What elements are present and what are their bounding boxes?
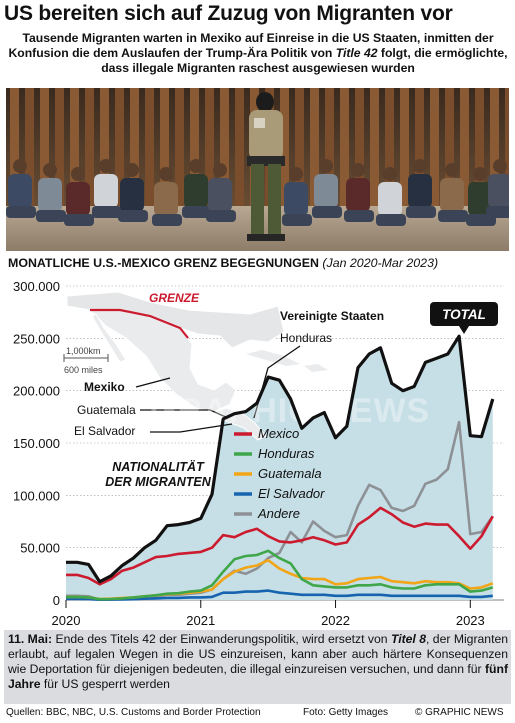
legend-label-andere: Andere xyxy=(257,506,300,521)
footer-part1: Ende des Titels 42 der Einwanderungspoli… xyxy=(55,632,388,646)
chart-title-main: MONATLICHE U.S.-MEXICO GRENZ BEGEGNUNGEN xyxy=(8,256,319,270)
map-leader-lines xyxy=(135,345,301,433)
migrants-group xyxy=(6,159,509,226)
migrant-figure xyxy=(64,167,94,226)
y-tick-label: 250.000 xyxy=(13,331,60,346)
migrant-figure xyxy=(486,159,509,218)
y-tick-label: 50.000 xyxy=(20,541,60,556)
total-line xyxy=(66,334,495,584)
map-honduras-label: Honduras xyxy=(280,331,332,345)
map-border-label: GRENZE xyxy=(149,291,200,305)
total-area xyxy=(66,336,493,600)
legend: NATIONALITÄT DER MIGRANTEN Mexico Hondura… xyxy=(105,426,325,521)
legend-title-line2: DER MIGRANTEN xyxy=(105,475,212,489)
migrant-figure xyxy=(438,163,468,222)
y-tick-label: 150.000 xyxy=(13,436,60,451)
subtitle: Tausende Migranten warten in Mexiko auf … xyxy=(4,31,512,76)
migrant-figure xyxy=(206,163,236,222)
migrant-figure xyxy=(344,163,374,222)
legend-items: Mexico Honduras Guatemala El Salvador Andere xyxy=(234,426,325,521)
photo-credit: Foto: Getty Images xyxy=(303,707,389,718)
migrant-figure xyxy=(152,167,182,226)
border-encounters-chart: 0 50.000 100.000 150.000 200.000 250.000 300.0… xyxy=(13,279,504,628)
map-border-line xyxy=(90,308,189,339)
map-scale-miles: 600 miles xyxy=(64,365,103,375)
subtitle-text: Tausende Migranten warten in Mexiko auf … xyxy=(8,31,494,60)
inset-map: 1,000km 600 miles GRENZE Vereinigte Staa… xyxy=(63,291,384,441)
border-agent xyxy=(247,92,285,241)
y-tick-label: 0 xyxy=(53,593,60,608)
map-cuba xyxy=(246,350,300,366)
y-tick-label: 300.000 xyxy=(13,279,60,294)
migrant-figure xyxy=(36,163,66,222)
photo-border-patrol xyxy=(6,88,509,251)
footer-date: 11. Mai: xyxy=(8,632,53,646)
total-label: TOTAL xyxy=(442,307,486,322)
map-baja-california xyxy=(91,313,127,363)
x-tick-label: 2022 xyxy=(321,613,350,628)
y-tick-label: 100.000 xyxy=(13,488,60,503)
x-tick-label: 2020 xyxy=(52,613,81,628)
map-elsalvador-label: El Salvador xyxy=(74,424,135,438)
footer-part2: , der Migranten erlaubt, auf legalen Weg… xyxy=(8,632,509,676)
map-mexico-label: Mexiko xyxy=(84,380,125,394)
map-hispaniola xyxy=(304,364,328,372)
footer-years: fünf Jahre xyxy=(8,662,509,691)
footer-box xyxy=(4,630,511,704)
map-guatemala-label: Guatemala xyxy=(77,403,136,417)
chart-title: MONATLICHE U.S.-MEXICO GRENZ BEGEGNUNGEN… xyxy=(8,256,438,270)
series-line-mexico xyxy=(66,506,494,586)
legend-label-honduras: Honduras xyxy=(258,446,315,461)
migrant-figure xyxy=(376,167,406,226)
map-scale-km: 1,000km xyxy=(66,346,101,356)
total-callout: TOTAL xyxy=(430,302,498,334)
legend-label-mexico: Mexico xyxy=(258,426,299,441)
sources: Quellen: BBC, NBC, U.S. Customs and Bord… xyxy=(6,707,261,718)
y-axis-ticks: 0 50.000 100.000 150.000 200.000 250.000 300.0… xyxy=(13,279,60,608)
legend-label-guatemala: Guatemala xyxy=(258,466,322,481)
migrant-figure xyxy=(406,159,436,218)
migrant-figure xyxy=(6,159,36,218)
migrant-figure xyxy=(282,167,312,226)
migrant-figure xyxy=(118,163,148,222)
footer-part3: für US gesperrt werden xyxy=(43,677,170,691)
x-axis-ticks: 2020 2021 2022 2023 xyxy=(52,600,485,628)
subtitle-title42: Title 42 xyxy=(335,46,378,60)
y-tick-label: 200.000 xyxy=(13,384,60,399)
migrant-figure xyxy=(312,159,342,218)
migrant-figure xyxy=(182,159,212,218)
border-fence xyxy=(10,88,509,210)
legend-title-line1: NATIONALITÄT xyxy=(112,459,205,474)
x-tick-label: 2023 xyxy=(456,613,485,628)
series-line-elsalvador xyxy=(66,589,493,601)
migrant-figure xyxy=(92,159,122,218)
series-line-honduras xyxy=(66,549,494,601)
legend-label-elsalvador: El Salvador xyxy=(258,486,325,501)
total-label-box xyxy=(430,302,498,326)
nationality-series xyxy=(66,420,494,601)
map-us-label: Vereinigte Staaten xyxy=(280,309,384,323)
headline: US bereiten sich auf Zuzug von Migranten… xyxy=(4,2,453,25)
chart-title-range: (Jan 2020-Mar 2023) xyxy=(322,256,439,270)
photo-illustration xyxy=(6,88,509,251)
footer-title8: Titel 8 xyxy=(390,632,427,646)
footer-note: 11. Mai: Ende des Titels 42 der Einwande… xyxy=(8,632,508,692)
brand: © GRAPHIC NEWS xyxy=(415,707,504,718)
subtitle-text-end: folgt, die ermöglichte, dass illegale Mi… xyxy=(101,46,508,75)
x-tick-label: 2021 xyxy=(186,613,215,628)
